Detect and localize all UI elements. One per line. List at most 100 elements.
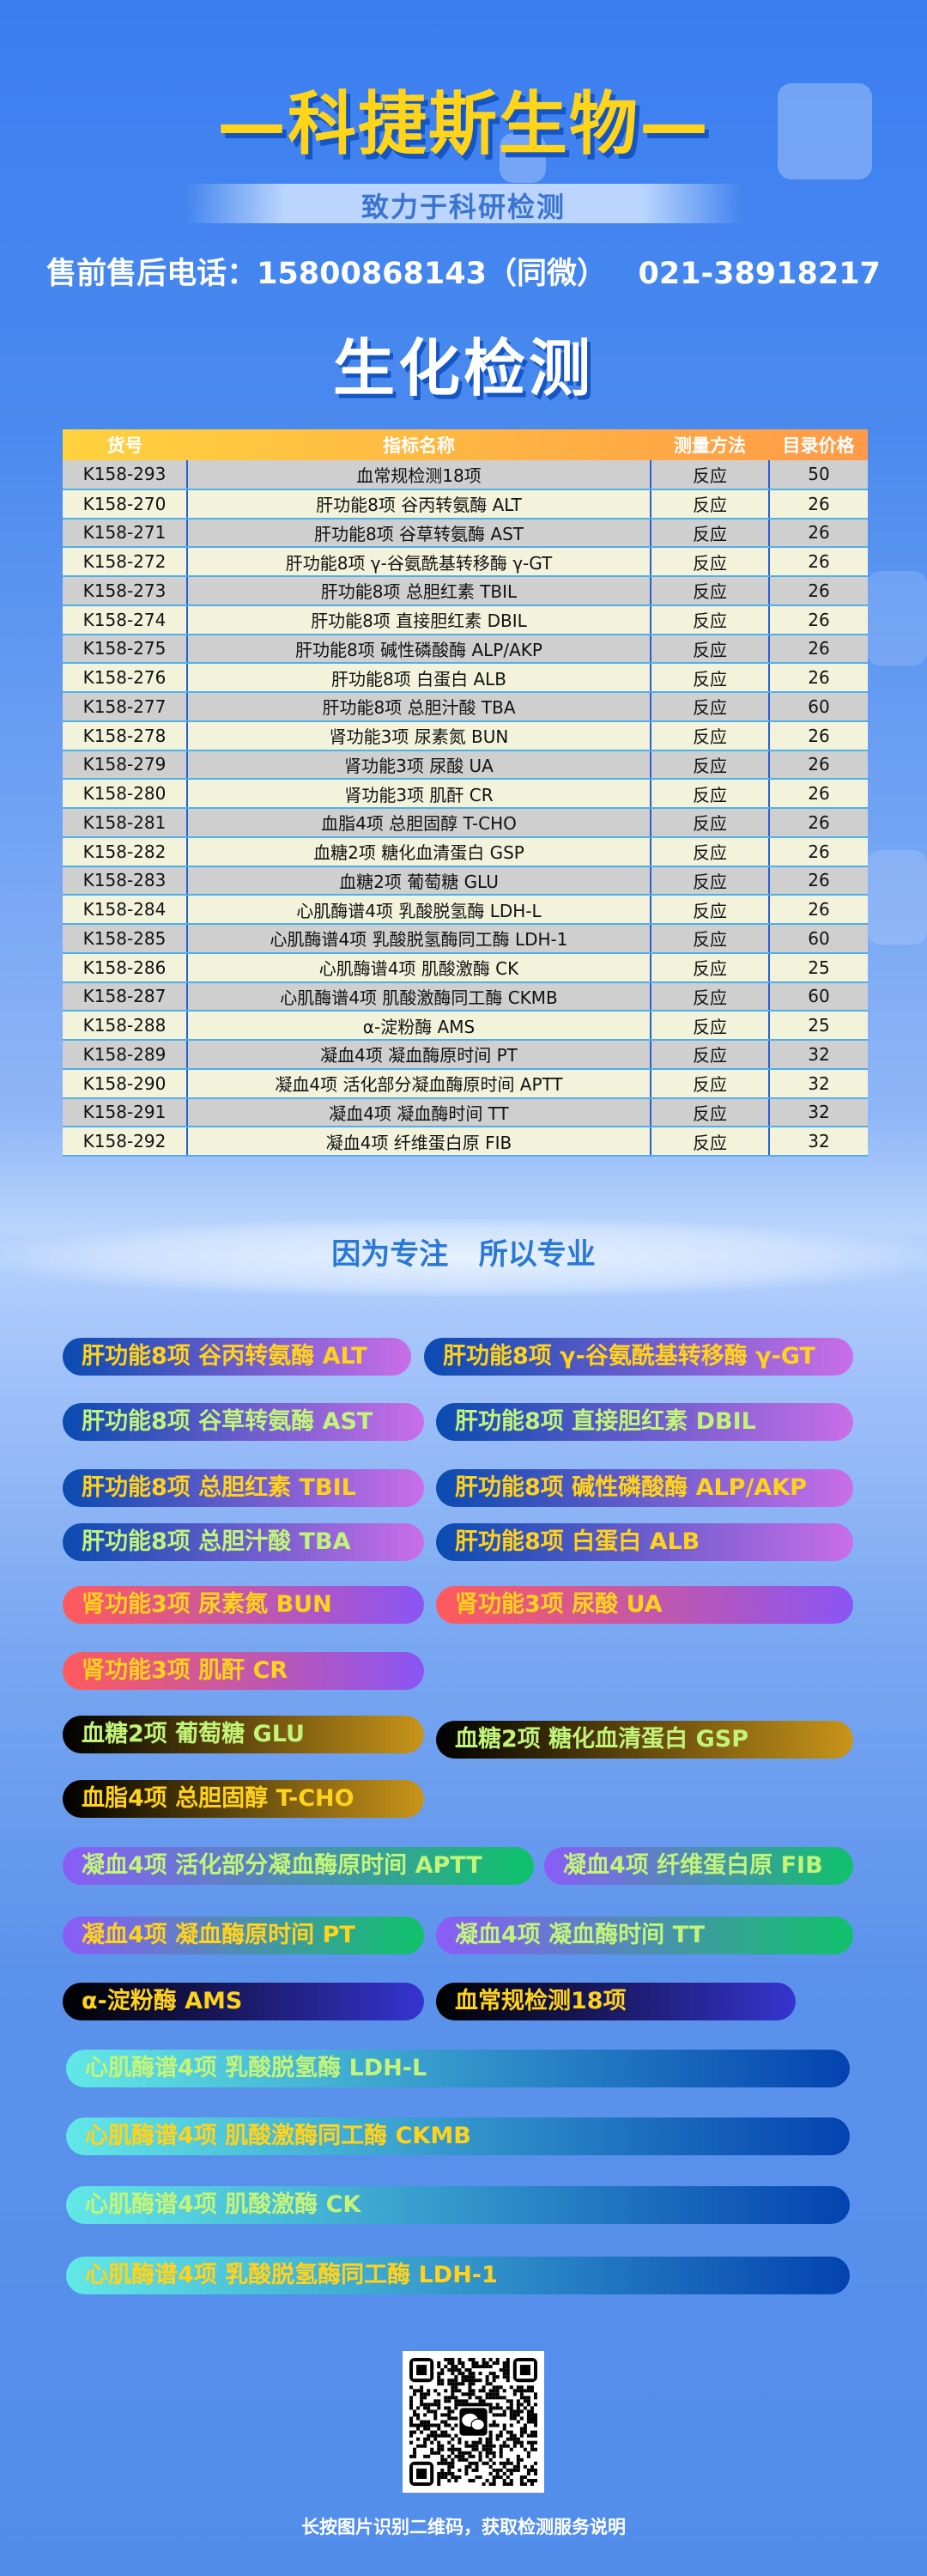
- table-header: 货号 指标名称 测量方法 目录价格: [63, 429, 868, 460]
- test-tag-liver[interactable]: 肝功能8项 γ-谷氨酰基转移酶 γ-GT: [424, 1338, 853, 1376]
- cell-method: 反应: [650, 836, 769, 867]
- table-row: K158-272 肝功能8项 γ-谷氨酰基转移酶 γ-GT 反应 26: [63, 547, 868, 577]
- test-tag-coag[interactable]: 凝血4项 纤维蛋白原 FIB: [544, 1847, 853, 1885]
- table-row: K158-278 肾功能3项 尿素氮 BUN 反应 26: [63, 720, 868, 751]
- cell-price: 26: [768, 720, 868, 751]
- test-tag-heart[interactable]: 心肌酶谱4项 肌酸激酶同工酶 CKMB: [66, 2117, 850, 2155]
- cell-method: 反应: [650, 952, 769, 983]
- qr-code[interactable]: [403, 2351, 544, 2493]
- table-row: K158-291 凝血4项 凝血酶时间 TT 反应 32: [63, 1097, 868, 1128]
- slogan: 致力于科研检测: [360, 191, 566, 223]
- test-tag-liver[interactable]: 肝功能8项 总胆红素 TBIL: [63, 1469, 424, 1507]
- test-tag-liver[interactable]: 肝功能8项 白蛋白 ALB: [436, 1523, 853, 1561]
- cell-name: 心肌酶谱4项 乳酸脱氢酶 LDH-L: [186, 895, 651, 925]
- cell-price: 26: [768, 605, 868, 635]
- motto: 因为专注 所以专业: [331, 1237, 596, 1272]
- cell-name: 心肌酶谱4项 肌酸激酶 CK: [186, 952, 651, 983]
- test-tag-kidney[interactable]: 肾功能3项 尿酸 UA: [436, 1586, 853, 1624]
- cell-name: 肾功能3项 尿酸 UA: [186, 750, 651, 781]
- cell-method: 反应: [650, 605, 769, 635]
- test-tag-heart[interactable]: 心肌酶谱4项 乳酸脱氢酶 LDH-L: [66, 2050, 850, 2087]
- cell-name: 肝功能8项 白蛋白 ALB: [186, 663, 651, 693]
- cell-code: K158-285: [63, 924, 187, 954]
- cell-code: K158-293: [63, 460, 187, 490]
- table-row: K158-273 肝功能8项 总胆红素 TBIL 反应 26: [63, 576, 868, 606]
- table-row: K158-270 肝功能8项 谷丙转氨酶 ALT 反应 26: [63, 489, 868, 519]
- cell-method: 反应: [650, 924, 769, 954]
- table-row: K158-292 凝血4项 纤维蛋白原 FIB 反应 32: [63, 1127, 868, 1157]
- test-tag-liver[interactable]: 肝功能8项 谷草转氨酶 AST: [63, 1403, 424, 1441]
- cell-code: K158-275: [63, 634, 187, 665]
- cell-name: 肾功能3项 肌酐 CR: [186, 779, 651, 809]
- cell-method: 反应: [650, 1040, 769, 1070]
- cell-price: 32: [768, 1127, 868, 1157]
- decor-square: [778, 83, 872, 179]
- cell-method: 反应: [650, 518, 769, 549]
- cell-price: 26: [768, 663, 868, 693]
- cell-method: 反应: [650, 692, 769, 722]
- cell-method: 反应: [650, 1127, 769, 1157]
- cell-method: 反应: [650, 981, 769, 1012]
- cell-code: K158-286: [63, 952, 187, 983]
- cell-price: 26: [768, 634, 868, 665]
- cell-name: 凝血4项 纤维蛋白原 FIB: [186, 1127, 651, 1157]
- table-row: K158-283 血糖2项 葡萄糖 GLU 反应 26: [63, 866, 868, 896]
- test-tag-kidney[interactable]: 肾功能3项 尿素氮 BUN: [63, 1586, 424, 1624]
- cell-name: 肝功能8项 总胆红素 TBIL: [186, 576, 651, 606]
- cell-name: 心肌酶谱4项 肌酸激酶同工酶 CKMB: [186, 981, 651, 1012]
- cell-method: 反应: [650, 634, 769, 665]
- table-row: K158-274 肝功能8项 直接胆红素 DBIL 反应 26: [63, 605, 868, 635]
- test-tag-sugar[interactable]: 血糖2项 糖化血清蛋白 GSP: [436, 1721, 853, 1759]
- cell-name: 凝血4项 活化部分凝血酶原时间 APTT: [186, 1068, 651, 1099]
- cell-code: K158-278: [63, 720, 187, 751]
- test-tag-liver[interactable]: 肝功能8项 碱性磷酸酶 ALP/AKP: [436, 1469, 853, 1507]
- cell-code: K158-272: [63, 547, 187, 577]
- table-row: K158-287 心肌酶谱4项 肌酸激酶同工酶 CKMB 反应 60: [63, 981, 868, 1012]
- test-tag-blood[interactable]: α-淀粉酶 AMS: [63, 1983, 424, 2020]
- test-tag-blood[interactable]: 血常规检测18项: [436, 1983, 796, 2020]
- test-tag-coag[interactable]: 凝血4项 凝血酶原时间 PT: [63, 1917, 424, 1954]
- cell-price: 26: [768, 808, 868, 838]
- cell-price: 26: [768, 836, 868, 867]
- table-row: K158-279 肾功能3项 尿酸 UA 反应 26: [63, 750, 868, 781]
- table-row: K158-281 血脂4项 总胆固醇 T-CHO 反应 26: [63, 808, 868, 838]
- cell-price: 25: [768, 952, 868, 983]
- cell-code: K158-274: [63, 605, 187, 635]
- test-tag-liver[interactable]: 肝功能8项 谷丙转氨酶 ALT: [63, 1338, 411, 1376]
- cell-name: 肝功能8项 直接胆红素 DBIL: [186, 605, 651, 635]
- table-row: K158-276 肝功能8项 白蛋白 ALB 反应 26: [63, 663, 868, 693]
- cell-code: K158-283: [63, 866, 187, 896]
- cell-name: 肝功能8项 谷草转氨酶 AST: [186, 518, 651, 549]
- cell-price: 60: [768, 692, 868, 722]
- cell-name: 肝功能8项 谷丙转氨酶 ALT: [186, 489, 651, 519]
- header-name: 指标名称: [383, 435, 455, 456]
- cell-price: 60: [768, 924, 868, 954]
- header-price: 目录价格: [782, 435, 855, 456]
- cell-name: 凝血4项 凝血酶原时间 PT: [186, 1040, 651, 1070]
- cell-method: 反应: [650, 547, 769, 577]
- test-tag-liver[interactable]: 肝功能8项 总胆汁酸 TBA: [63, 1523, 424, 1561]
- test-tag-liver[interactable]: 肝功能8项 直接胆红素 DBIL: [436, 1403, 853, 1441]
- decor-square: [500, 133, 546, 183]
- cell-name: 心肌酶谱4项 乳酸脱氢酶同工酶 LDH-1: [186, 924, 651, 954]
- test-tag-heart[interactable]: 心肌酶谱4项 肌酸激酶 CK: [66, 2186, 850, 2224]
- cell-code: K158-281: [63, 808, 187, 838]
- test-tag-coag[interactable]: 凝血4项 凝血酶时间 TT: [436, 1917, 853, 1954]
- cell-name: 肾功能3项 尿素氮 BUN: [186, 720, 651, 751]
- test-tag-kidney[interactable]: 肾功能3项 肌酐 CR: [63, 1652, 424, 1690]
- test-tag-coag[interactable]: 凝血4项 活化部分凝血酶原时间 APTT: [63, 1847, 534, 1885]
- table-row: K158-285 心肌酶谱4项 乳酸脱氢酶同工酶 LDH-1 反应 60: [63, 924, 868, 954]
- cell-name: 血糖2项 糖化血清蛋白 GSP: [186, 836, 651, 867]
- cell-price: 32: [768, 1068, 868, 1099]
- cell-code: K158-284: [63, 895, 187, 925]
- cell-price: 25: [768, 1011, 868, 1041]
- test-tag-sugar[interactable]: 血糖2项 葡萄糖 GLU: [63, 1716, 424, 1753]
- cell-name: α-淀粉酶 AMS: [186, 1011, 651, 1041]
- test-tag-sugar[interactable]: 血脂4项 总胆固醇 T-CHO: [63, 1780, 424, 1818]
- test-tag-heart[interactable]: 心肌酶谱4项 乳酸脱氢酶同工酶 LDH-1: [66, 2257, 850, 2294]
- cell-code: K158-289: [63, 1040, 187, 1070]
- cell-name: 肝功能8项 γ-谷氨酰基转移酶 γ-GT: [186, 547, 651, 577]
- cell-method: 反应: [650, 663, 769, 693]
- cell-method: 反应: [650, 720, 769, 751]
- table-row: K158-277 肝功能8项 总胆汁酸 TBA 反应 60: [63, 692, 868, 722]
